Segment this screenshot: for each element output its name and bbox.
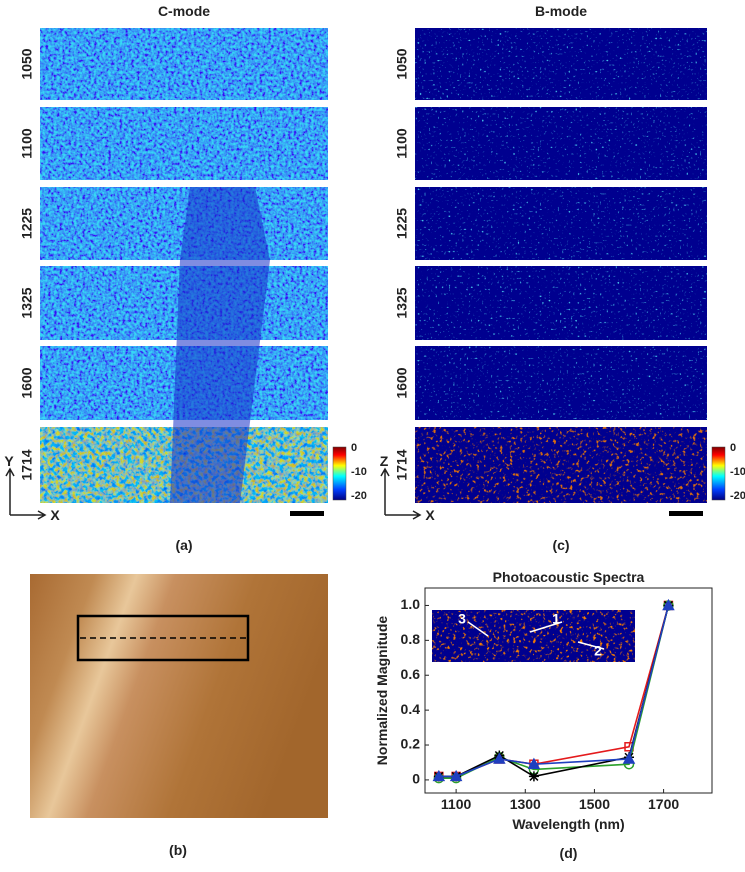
- row-label: 1225: [19, 208, 35, 239]
- caption: (a): [175, 537, 192, 553]
- scale-bar: [669, 511, 703, 516]
- panel-title: C-mode: [158, 3, 210, 19]
- y-tick-label: 0.8: [401, 631, 421, 647]
- marker-triangle: [432, 769, 446, 782]
- x-axis-label: Wavelength (nm): [512, 816, 624, 832]
- image-texture: [40, 107, 328, 180]
- row-label: 1714: [19, 449, 35, 480]
- caption: (d): [560, 845, 578, 861]
- caption: (c): [552, 537, 569, 553]
- y-tick-label: 0.4: [401, 701, 421, 717]
- image-texture: [40, 28, 328, 100]
- dark-region: [170, 187, 270, 503]
- row-label: 1600: [394, 367, 410, 398]
- y-tick-label: 1.0: [401, 596, 421, 612]
- panel-title: B-mode: [535, 3, 587, 19]
- y-tick-label: 0.2: [401, 736, 421, 752]
- x-tick-label: 1100: [441, 796, 472, 812]
- colorbar-tick-label: -10: [730, 466, 745, 478]
- scale-bar: [290, 511, 324, 516]
- colorbar-tick-label: 0: [730, 442, 736, 454]
- row-label: 1225: [394, 208, 410, 239]
- image-texture: [415, 266, 707, 340]
- marker-triangle: [662, 598, 675, 611]
- x-tick-label: 1500: [579, 796, 610, 812]
- y-tick-label: 0.6: [401, 666, 421, 682]
- row-label: 1325: [394, 287, 410, 318]
- colorbar: [332, 446, 347, 501]
- y-axis-label: Normalized Magnitude: [374, 616, 390, 766]
- image-texture: [415, 346, 707, 420]
- marker-triangle: [622, 752, 636, 764]
- inset-arrow: [577, 641, 605, 650]
- x-tick-label: 1700: [648, 796, 679, 812]
- caption: (b): [169, 842, 187, 858]
- axis-arrow: [380, 467, 422, 520]
- spectra-chart: Photoacoustic Spectra 0 0.2 0.4 0.6 0.8 1.0 110…: [374, 569, 713, 861]
- row-label: 1100: [394, 128, 410, 159]
- axis-label: Y: [4, 453, 14, 469]
- image-texture: [415, 187, 707, 260]
- x-tick-label: 1300: [510, 796, 541, 812]
- image-texture: [415, 107, 707, 180]
- axis-label: X: [425, 507, 435, 523]
- colorbar-tick-label: -10: [351, 466, 367, 478]
- marker-triangle: [527, 757, 541, 769]
- image-texture: [415, 28, 707, 100]
- axis-label: Z: [380, 453, 389, 469]
- marker-triangle: [493, 752, 506, 764]
- axis-arrow: [5, 467, 47, 520]
- inset-label: 2: [594, 643, 602, 659]
- marker-triangle: [449, 769, 463, 782]
- row-label: 1050: [19, 48, 35, 79]
- inset-texture: [432, 610, 635, 662]
- inset-arrow: [529, 621, 563, 633]
- image-texture: [415, 427, 707, 503]
- roi-box: [76, 614, 250, 662]
- marker-asterisk: [528, 771, 539, 782]
- colorbar-tick-label: 0: [351, 442, 357, 454]
- photo: [30, 574, 328, 818]
- inset-label: 1: [552, 611, 560, 627]
- colorbar: [711, 446, 726, 501]
- inset-arrow: [467, 621, 489, 637]
- y-tick-label: 0: [412, 771, 420, 787]
- axis-label: X: [50, 507, 60, 523]
- row-label: 1600: [19, 367, 35, 398]
- row-label: 1100: [19, 128, 35, 159]
- colorbar-tick-label: -20: [351, 490, 367, 502]
- colorbar-tick-label: -20: [730, 490, 745, 502]
- chart-title: Photoacoustic Spectra: [493, 569, 645, 585]
- inset-label: 3: [458, 611, 466, 627]
- image-panels: C-mode 1050 1100 1225 1325 1600 1714 Y X 0 -10 -20 (…: [4, 3, 745, 858]
- row-label: 1325: [19, 287, 35, 318]
- row-label: 1050: [394, 48, 410, 79]
- row-label: 1714: [394, 449, 410, 480]
